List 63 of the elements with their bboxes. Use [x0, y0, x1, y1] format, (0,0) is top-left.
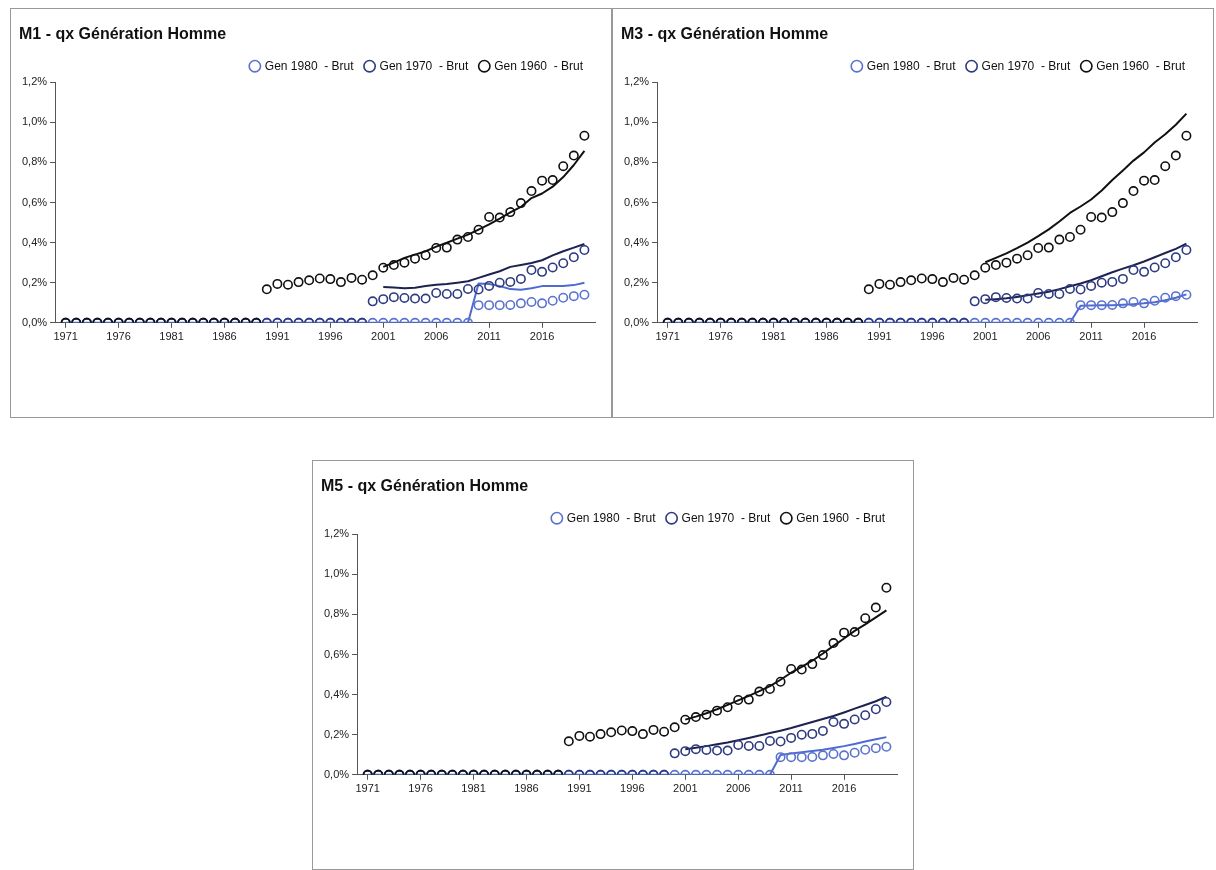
y-tick-label: 0,8% [323, 607, 350, 620]
y-tick-label: 1,0% [21, 115, 48, 128]
x-tick-label: 2011 [779, 782, 803, 795]
x-tick-label: 1981 [159, 330, 184, 343]
x-tick-label: 1996 [920, 330, 945, 343]
y-tick-label: 1,2% [623, 75, 650, 88]
y-tick-label: 0,2% [323, 727, 350, 740]
x-tick-label: 1991 [265, 330, 290, 343]
x-tick-label: 2001 [673, 782, 698, 795]
y-tick-label: 0,0% [623, 315, 650, 328]
x-tick-label: 1996 [620, 782, 645, 795]
legend-label: Gen 1970 - Brut [681, 510, 771, 525]
y-tick-label: 1,2% [323, 527, 350, 540]
x-tick-label: 1991 [567, 782, 592, 795]
y-tick-label: 1,0% [623, 115, 650, 128]
legend-label: Gen 1960 - Brut [1096, 58, 1186, 73]
y-tick-label: 1,2% [21, 75, 48, 88]
y-tick-label: 0,6% [623, 195, 650, 208]
y-tick-label: 0,6% [323, 647, 350, 660]
y-tick-label: 0,2% [623, 275, 650, 288]
x-tick-label: 2006 [423, 330, 449, 343]
x-tick-label: 2016 [831, 782, 857, 795]
legend-label: Gen 1970 - Brut [379, 58, 469, 73]
y-tick-label: 0,8% [21, 155, 48, 168]
legend-label: Gen 1980 - Brut [566, 510, 657, 525]
y-tick-label: 0,6% [21, 195, 48, 208]
chart-title: M5 - qx Génération Homme [321, 477, 529, 495]
x-tick-label: 2006 [725, 782, 751, 795]
chart-title: M1 - qx Génération Homme [19, 25, 227, 43]
x-tick-label: 2016 [529, 330, 555, 343]
y-tick-label: 0,4% [623, 235, 650, 248]
x-tick-label: 1986 [814, 330, 839, 343]
y-tick-label: 0,4% [21, 235, 48, 248]
x-tick-label: 1986 [514, 782, 539, 795]
x-tick-label: 2011 [1079, 330, 1103, 343]
x-tick-label: 1976 [106, 330, 131, 343]
y-tick-label: 0,4% [323, 687, 350, 700]
legend-label: Gen 1970 - Brut [981, 58, 1071, 73]
x-tick-label: 1991 [867, 330, 892, 343]
x-tick-label: 2016 [1131, 330, 1157, 343]
x-tick-label: 2011 [477, 330, 501, 343]
x-tick-label: 1981 [461, 782, 486, 795]
x-tick-label: 2001 [371, 330, 396, 343]
x-tick-label: 2001 [973, 330, 998, 343]
legend-label: Gen 1960 - Brut [796, 510, 886, 525]
y-tick-label: 0,0% [323, 767, 350, 780]
x-tick-label: 1996 [318, 330, 343, 343]
x-tick-label: 2006 [1025, 330, 1051, 343]
legend-label: Gen 1980 - Brut [264, 58, 355, 73]
x-tick-label: 1976 [408, 782, 433, 795]
x-tick-label: 1971 [355, 782, 380, 795]
y-tick-label: 0,0% [21, 315, 48, 328]
y-tick-label: 1,0% [323, 567, 350, 580]
chart-title: M3 - qx Génération Homme [621, 25, 829, 43]
x-tick-label: 1986 [212, 330, 237, 343]
legend-label: Gen 1960 - Brut [494, 58, 584, 73]
y-tick-label: 0,8% [623, 155, 650, 168]
x-tick-label: 1971 [655, 330, 680, 343]
x-tick-label: 1971 [53, 330, 78, 343]
x-tick-label: 1981 [761, 330, 786, 343]
legend-label: Gen 1980 - Brut [866, 58, 957, 73]
x-tick-label: 1976 [708, 330, 733, 343]
y-tick-label: 0,2% [21, 275, 48, 288]
